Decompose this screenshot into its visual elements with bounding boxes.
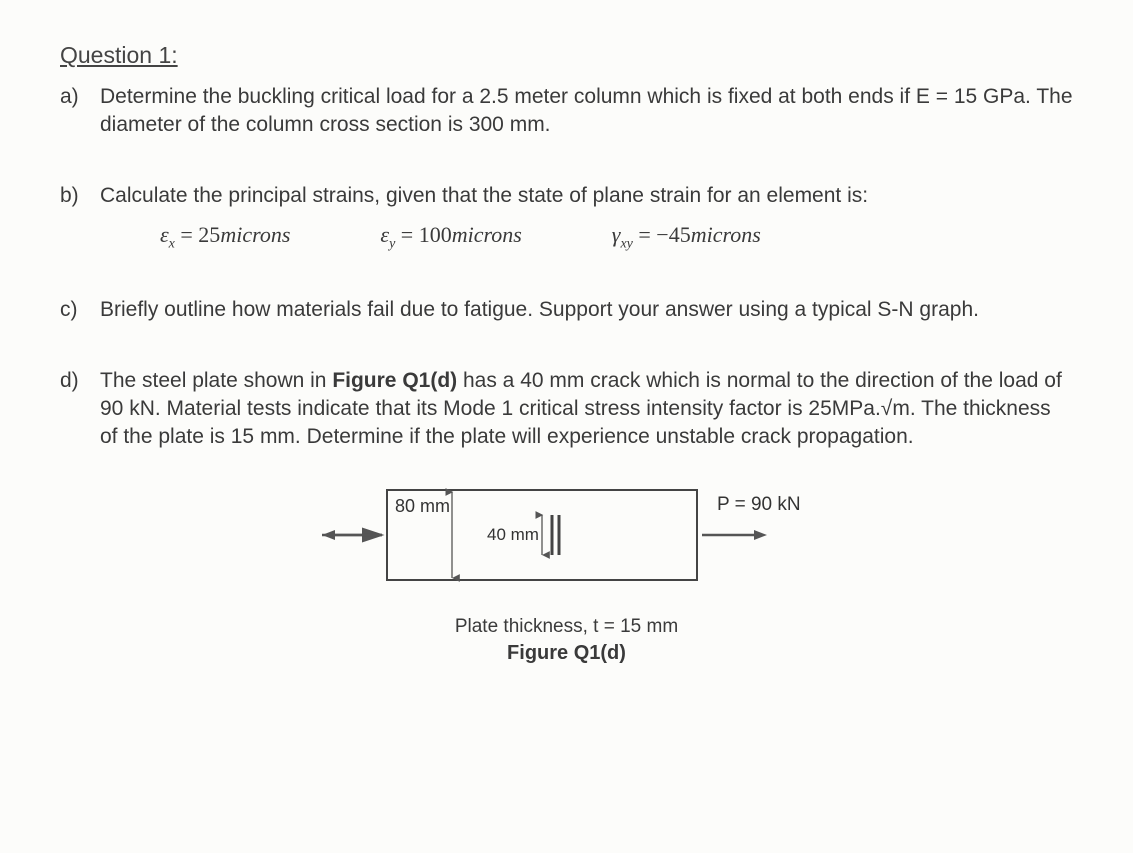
part-c-label: c)	[60, 296, 100, 324]
dim-40-label: 40 mm	[487, 525, 539, 544]
part-a-text: Determine the buckling critical load for…	[100, 83, 1073, 140]
part-c: c) Briefly outline how materials fail du…	[60, 296, 1073, 324]
strain-ey: εy = 100microns	[380, 220, 521, 254]
strain-ex: εx = 25microns	[160, 220, 290, 254]
part-a-label: a)	[60, 83, 100, 111]
load-label: P = 90 kN	[717, 494, 801, 515]
part-d: d) The steel plate shown in Figure Q1(d)…	[60, 367, 1073, 452]
part-b: b) Calculate the principal strains, give…	[60, 182, 1073, 255]
part-d-label: d)	[60, 367, 100, 395]
figure-ref: Figure Q1(d)	[332, 369, 457, 392]
part-b-text: Calculate the principal strains, given t…	[100, 182, 1073, 210]
part-c-text: Briefly outline how materials fail due t…	[100, 296, 1073, 324]
question-title: Question 1:	[60, 40, 1073, 71]
figure-q1d: 80 mm 40 mm P = 90 kN Plate thickness, t…	[60, 470, 1073, 667]
part-b-label: b)	[60, 182, 100, 210]
part-a: a) Determine the buckling critical load …	[60, 83, 1073, 140]
figure-caption-thickness: Plate thickness, t = 15 mm	[60, 614, 1073, 640]
plate-diagram: 80 mm 40 mm P = 90 kN	[287, 470, 847, 600]
dim-80-label: 80 mm	[395, 496, 450, 516]
figure-name: Figure Q1(d)	[60, 640, 1073, 667]
part-d-text: The steel plate shown in Figure Q1(d) ha…	[100, 367, 1073, 452]
strain-values: εx = 25microns εy = 100microns γxy = −45…	[160, 220, 1073, 254]
strain-gxy: γxy = −45microns	[612, 220, 761, 254]
